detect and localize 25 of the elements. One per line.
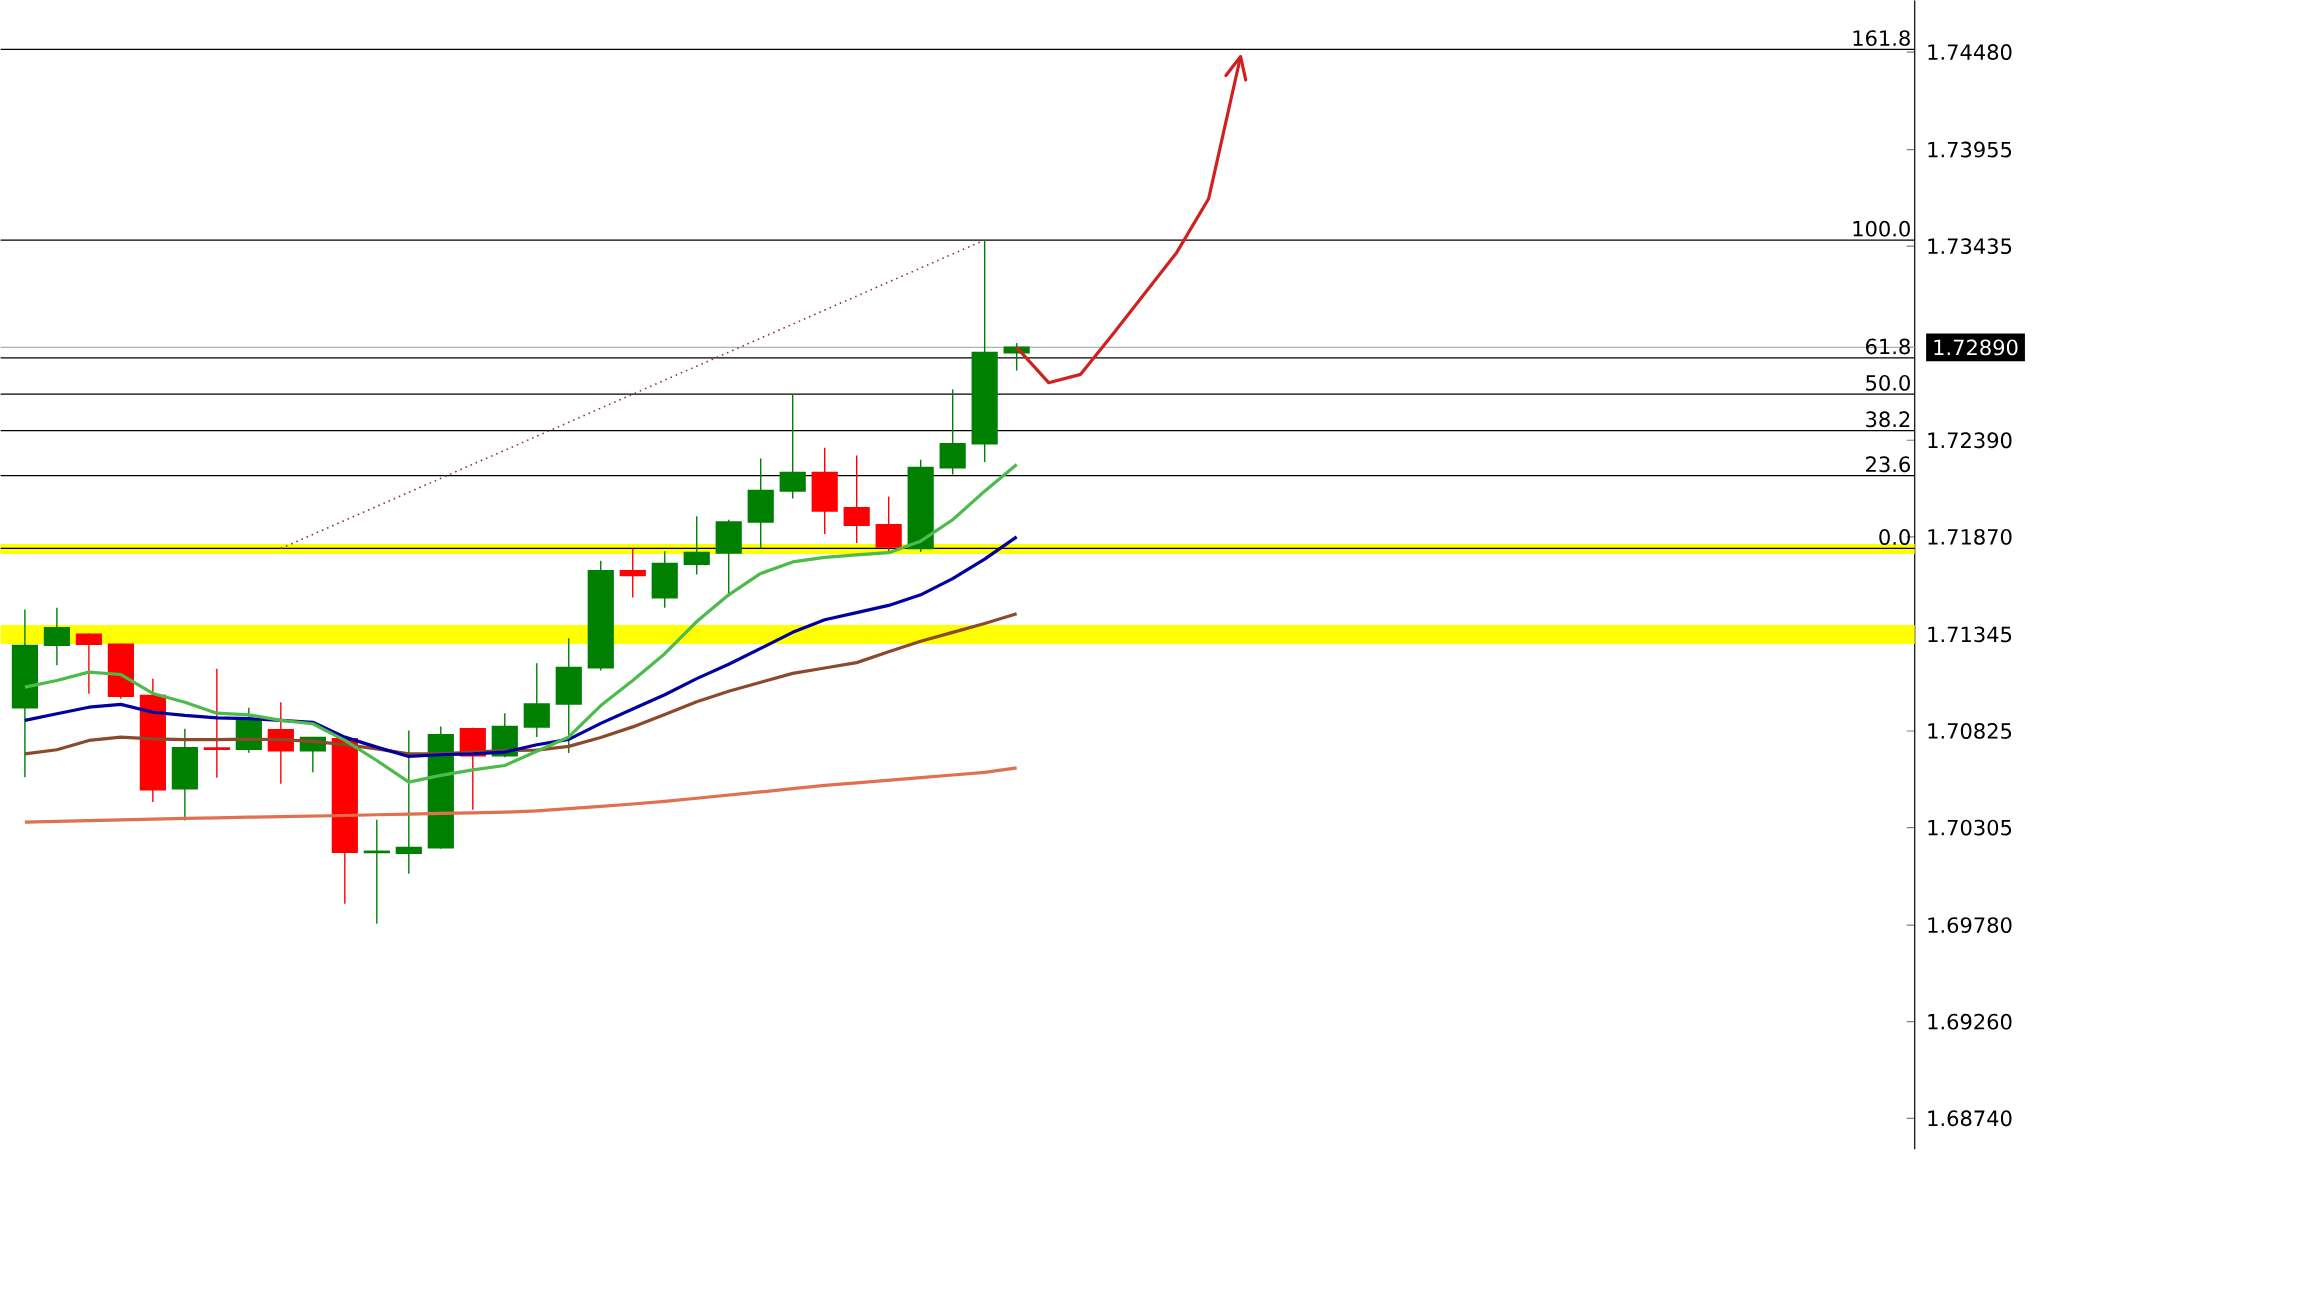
y-tick-label: 1.69780 [1928, 917, 2012, 933]
annotation: 38.2 [1866, 411, 1910, 428]
annotation: 50.0 [1866, 374, 1910, 391]
y-tick-label: 1.71345 [1928, 626, 2012, 643]
y-tick-label: 1.72890 [1934, 339, 2018, 356]
line-series [23, 612, 1019, 756]
line-series [23, 462, 1019, 784]
y-tick-label: 1.69260 [1928, 1013, 2012, 1030]
y-tick-label: 1.71870 [1928, 528, 2012, 545]
y-tick-label: 1.70305 [1928, 819, 2012, 836]
annotation: 100.0 [1853, 220, 1910, 237]
y-tick-label: 1.72390 [1928, 432, 2012, 449]
y-tick-label: 1.73435 [1928, 238, 2012, 254]
candlestick [619, 547, 646, 599]
line-series [280, 239, 986, 550]
y-tick-label: 1.68740 [1928, 1110, 2012, 1127]
candlestick [395, 729, 422, 875]
annotation: 61.8 [1866, 338, 1910, 355]
y-tick-label: 1.70825 [1928, 722, 2012, 739]
y-tick-label: 1.73955 [1928, 141, 2012, 158]
annotation: 161.8 [1853, 30, 1910, 46]
candlestick [203, 667, 230, 779]
y-tick-label: 1.74480 [1928, 43, 2012, 60]
annotation: 0.0 [1879, 528, 1910, 545]
annotation: 23.6 [1866, 456, 1910, 473]
